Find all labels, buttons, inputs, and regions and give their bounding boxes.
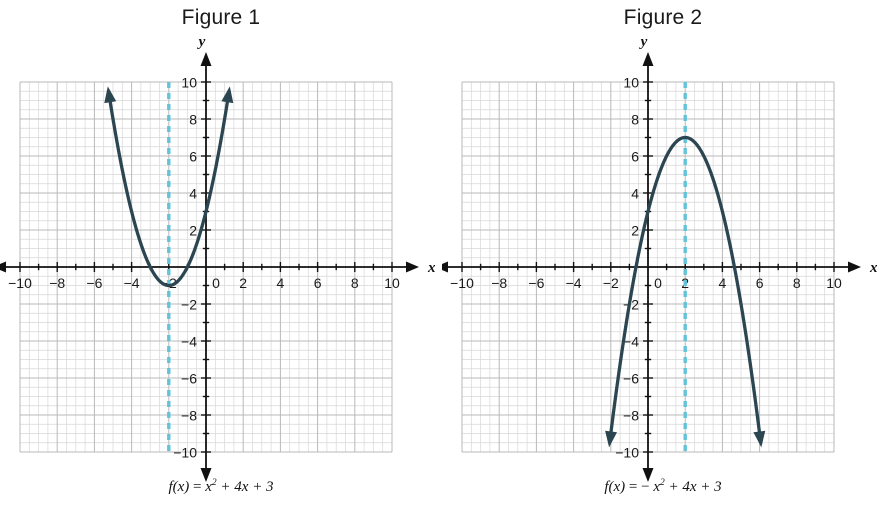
figure-1-title: Figure 1: [181, 6, 261, 29]
x-axis-label: x: [427, 260, 436, 276]
caption-term1-exponent: 2: [660, 478, 665, 488]
parabola-curve: [608, 135, 763, 445]
y-tick-label: −8: [181, 408, 197, 424]
curve-arrowhead-right: [221, 86, 234, 104]
y-tick-label: 6: [189, 149, 197, 165]
caption-term1-exponent: 2: [211, 478, 217, 488]
caption-term1-base: x: [205, 479, 212, 495]
x-tick-label: 0: [654, 275, 662, 291]
parabola-curve: [106, 89, 231, 288]
x-tick-label: −10: [8, 275, 32, 291]
x-tick-label: 6: [314, 275, 322, 291]
x-tick-label: 2: [239, 275, 247, 291]
y-tick-label: −6: [181, 371, 197, 387]
caption-equals: =: [628, 479, 638, 495]
x-tick-label: −8: [49, 275, 65, 291]
x-tick-label: −2: [603, 275, 619, 291]
y-tick-label: 8: [631, 112, 639, 128]
x-tick-label: 4: [719, 275, 727, 291]
caption-fname: f: [604, 479, 609, 495]
curve-arrowhead-right: [753, 430, 766, 448]
y-tick-label: 2: [189, 223, 197, 239]
caption-equals: =: [193, 479, 202, 495]
caption-fname: f: [168, 479, 173, 495]
x-tick-label: −8: [491, 275, 507, 291]
caption-arg: (x): [608, 479, 626, 495]
caption-term1-base: x: [653, 479, 661, 495]
y-tick-label: 4: [189, 186, 197, 202]
y-tick-label: 6: [631, 149, 639, 165]
figure-1-caption: f(x) = x2 + 4x + 3: [0, 478, 442, 496]
y-tick-label: −6: [623, 371, 639, 387]
x-tick-label: −6: [86, 275, 102, 291]
figure-panel-2: Figure 2 −10−8−6−4−20246810108642−2−4−6−…: [442, 0, 884, 506]
y-tick-label: 4: [631, 186, 639, 202]
y-tick-label: 8: [189, 112, 197, 128]
x-tick-label: 10: [826, 275, 842, 291]
y-tick-label: −10: [173, 445, 197, 461]
caption-lead-sign: −: [641, 479, 654, 495]
figure-panel-1: Figure 1 −10−8−6−4−20246810108642−2−4−6−…: [0, 0, 442, 506]
y-axis-label: y: [197, 34, 206, 50]
x-tick-label: 6: [756, 275, 764, 291]
y-tick-label: −10: [615, 445, 639, 461]
x-axis-label: x: [869, 260, 878, 276]
x-tick-label: −10: [450, 275, 474, 291]
x-tick-label: 8: [351, 275, 359, 291]
x-tick-label: 0: [212, 275, 220, 291]
y-tick-label: −4: [623, 334, 639, 350]
x-tick-label: 10: [384, 275, 400, 291]
caption-term3: + 3: [252, 479, 274, 495]
caption-arg: (x): [172, 479, 190, 495]
y-tick-label: −8: [623, 408, 639, 424]
curve-arrowhead-left: [605, 430, 617, 448]
x-tick-label: 8: [793, 275, 801, 291]
figure-2-caption: f(x) = − x2 + 4x + 3: [442, 478, 884, 496]
y-axis-label: y: [639, 34, 648, 50]
caption-term2: + 4x: [668, 479, 697, 495]
y-tick-label: 2: [631, 223, 639, 239]
y-tick-label: −2: [181, 297, 197, 313]
y-tick-label: −4: [181, 334, 197, 350]
figure-2-title: Figure 2: [623, 6, 703, 29]
x-tick-label: −4: [124, 275, 140, 291]
curve-arrowhead-left: [104, 86, 117, 104]
x-tick-label: −4: [566, 275, 582, 291]
x-tick-label: −6: [528, 275, 544, 291]
y-tick-label: 10: [623, 75, 639, 91]
caption-term2: + 4x: [220, 479, 249, 495]
caption-term3: + 3: [700, 479, 722, 495]
x-tick-label: 4: [277, 275, 285, 291]
y-tick-label: 10: [181, 75, 197, 91]
